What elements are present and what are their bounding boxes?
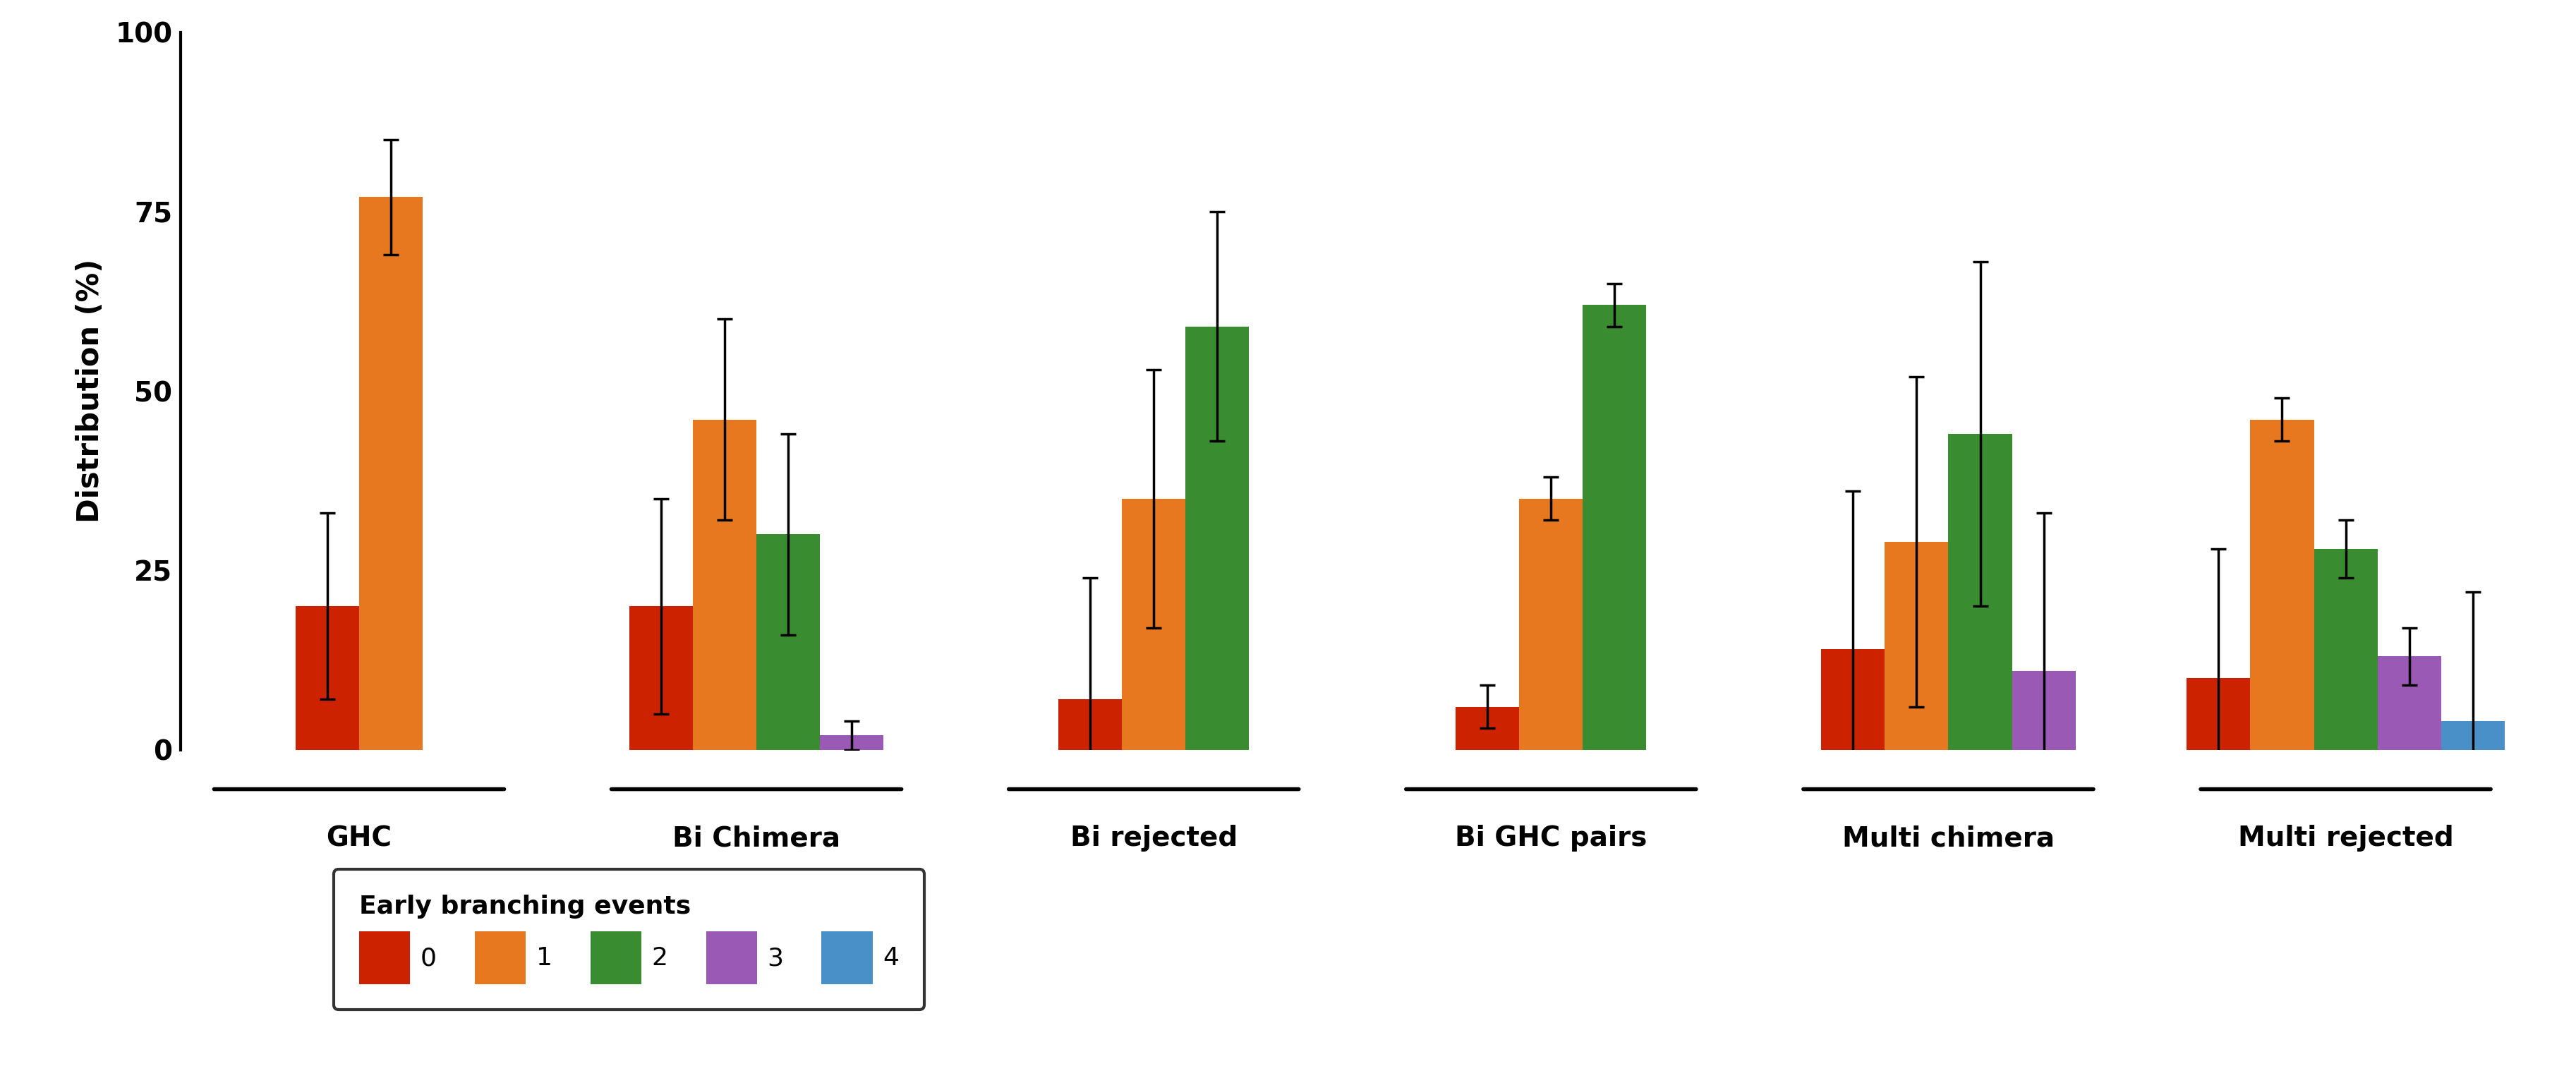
Bar <box>358 197 422 750</box>
Bar <box>1821 649 1886 750</box>
Text: Multi rejected: Multi rejected <box>2239 825 2452 851</box>
Bar <box>1582 305 1646 750</box>
Bar <box>1185 327 1249 750</box>
Bar <box>2012 670 2076 750</box>
Bar <box>2251 420 2313 750</box>
Bar <box>819 736 884 750</box>
Legend: 0, 1, 2, 3, 4: 0, 1, 2, 3, 4 <box>335 870 925 1010</box>
Bar <box>1520 498 1582 750</box>
Bar <box>2442 721 2504 750</box>
Text: Bi rejected: Bi rejected <box>1069 825 1236 851</box>
Bar <box>1455 707 1520 750</box>
Bar <box>693 420 757 750</box>
Bar <box>1059 699 1123 750</box>
Text: Bi GHC pairs: Bi GHC pairs <box>1455 825 1646 851</box>
Y-axis label: Distribution (%): Distribution (%) <box>75 259 106 523</box>
Bar <box>296 606 358 750</box>
Text: Multi chimera: Multi chimera <box>1842 825 2056 851</box>
Bar <box>2187 678 2251 750</box>
Bar <box>1123 498 1185 750</box>
Bar <box>1886 542 1947 750</box>
Text: GHC: GHC <box>327 825 392 851</box>
Bar <box>2378 657 2442 750</box>
Bar <box>629 606 693 750</box>
Bar <box>1947 434 2012 750</box>
Bar <box>2313 548 2378 750</box>
Bar <box>757 534 819 750</box>
Text: Bi Chimera: Bi Chimera <box>672 825 840 851</box>
